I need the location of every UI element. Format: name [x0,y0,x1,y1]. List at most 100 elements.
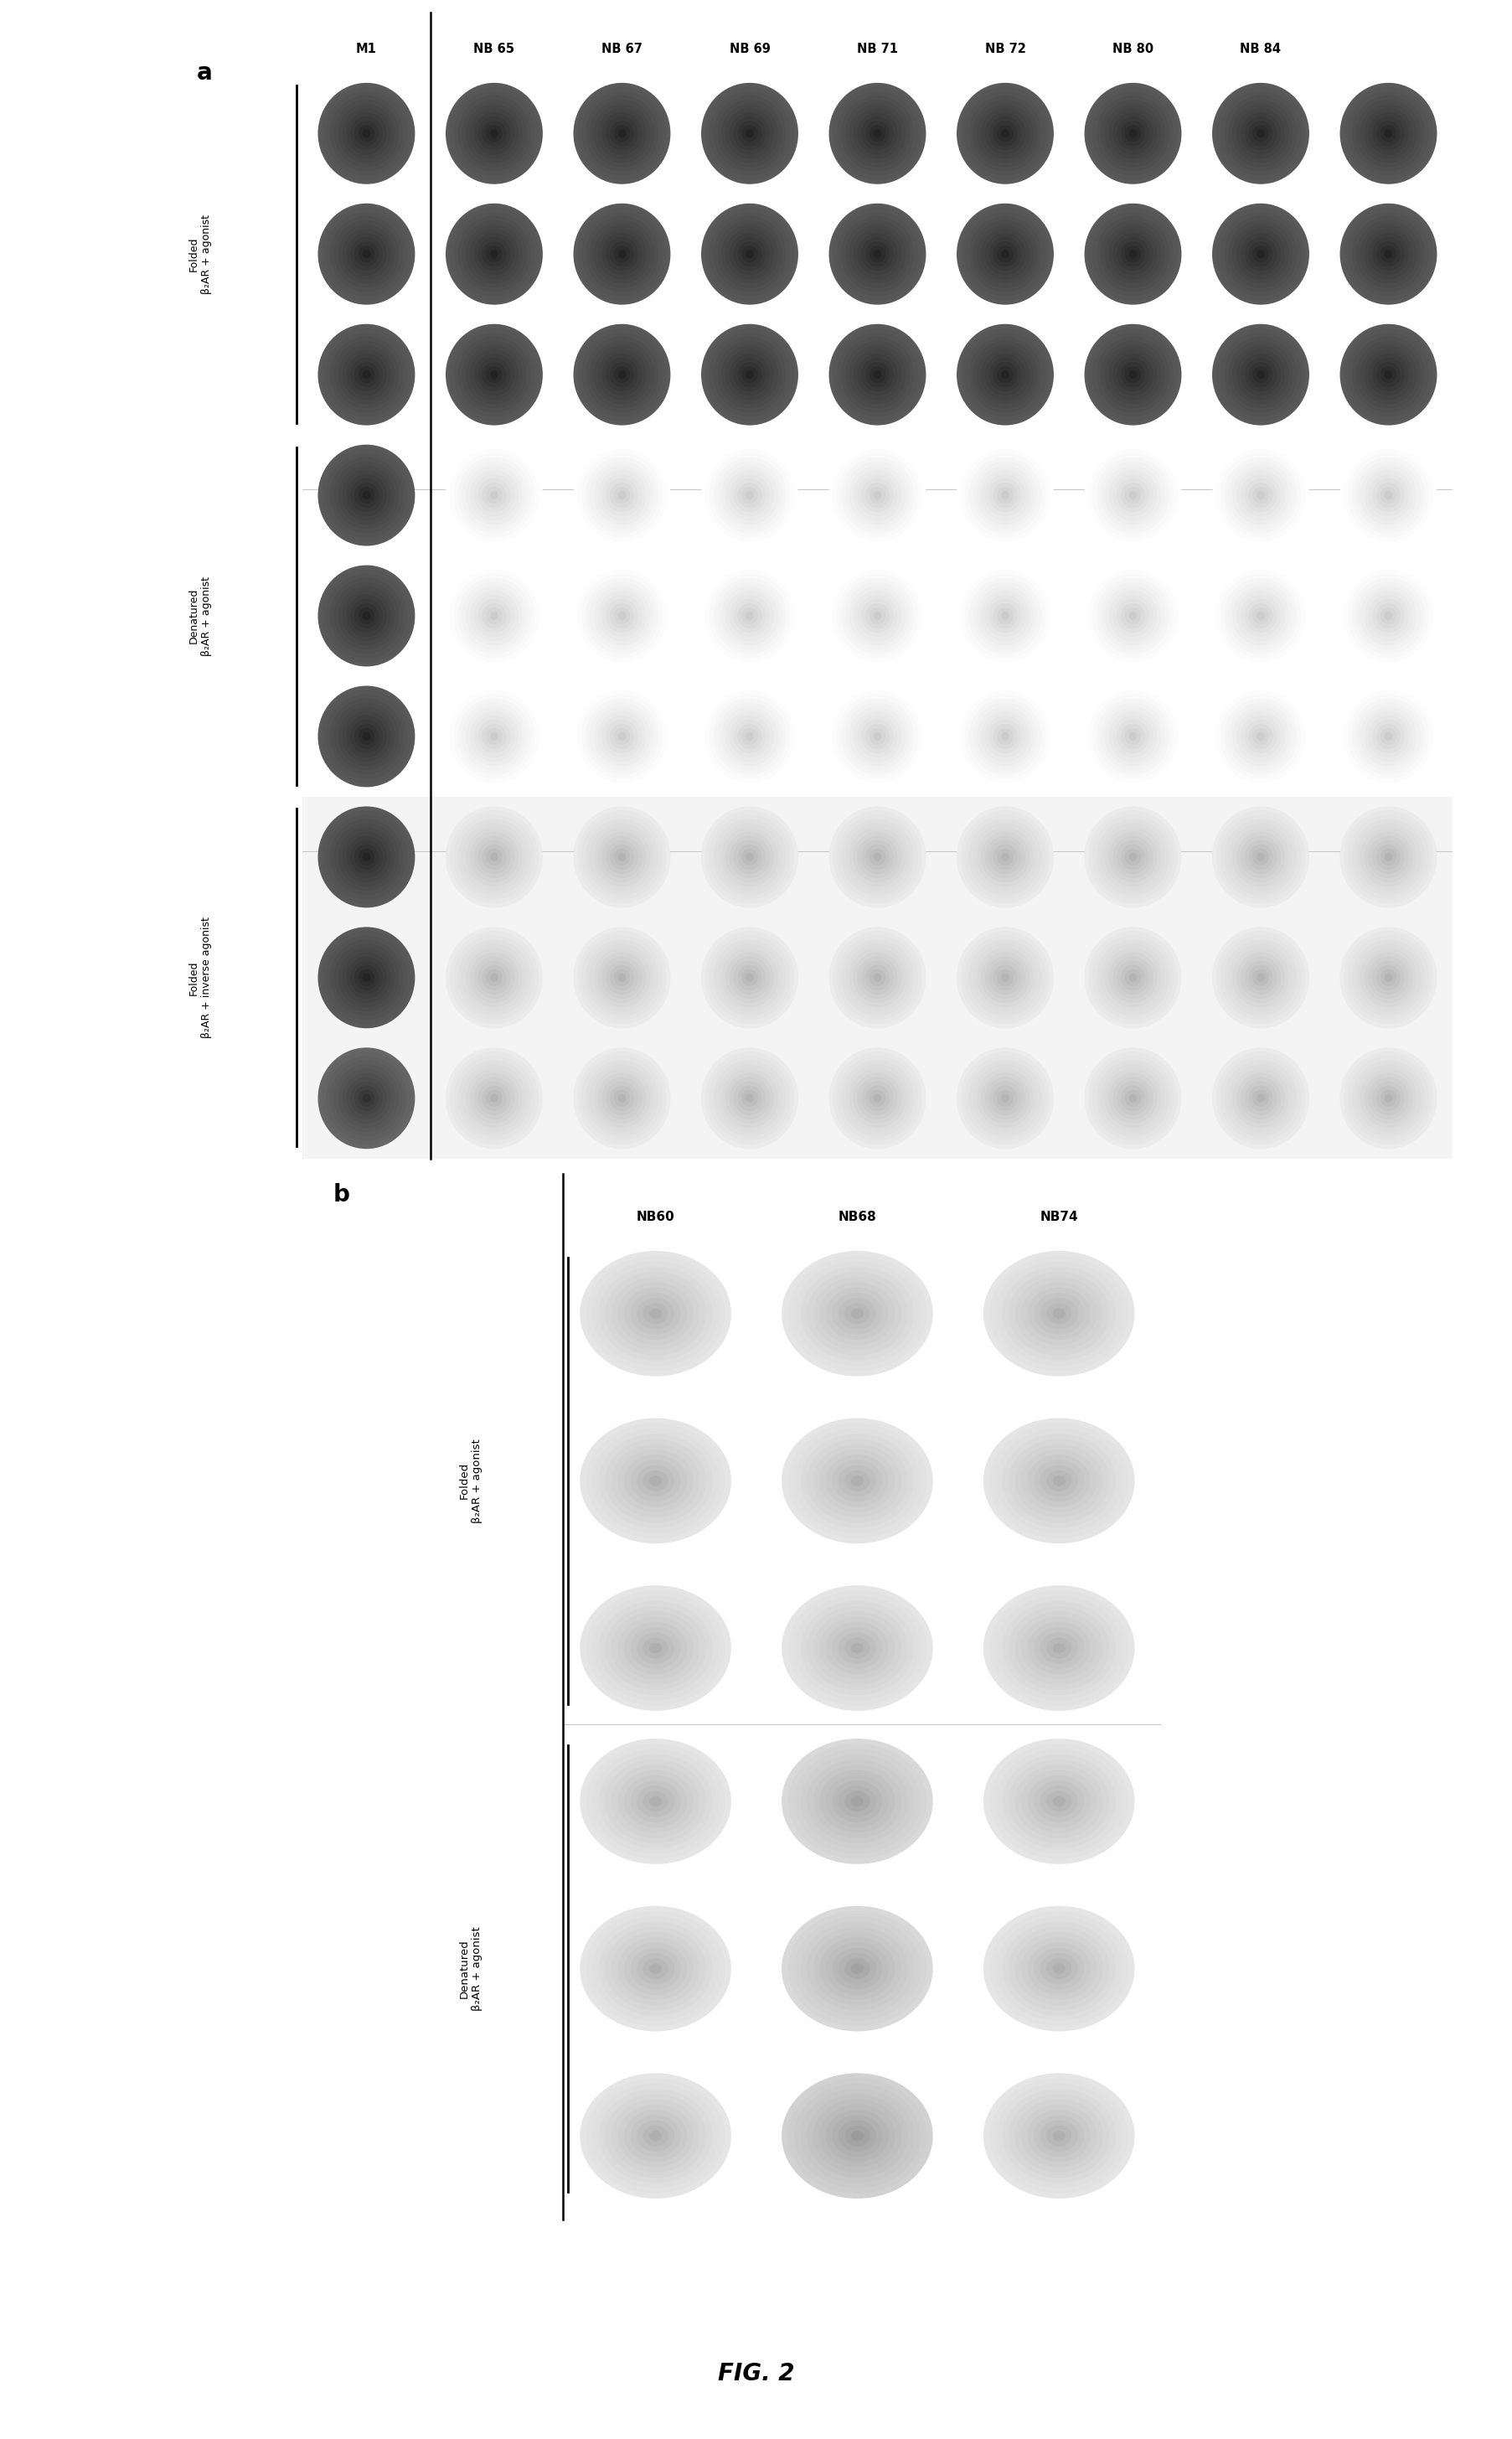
Ellipse shape [800,1922,913,2015]
Ellipse shape [617,2105,692,2168]
Ellipse shape [346,112,387,154]
Ellipse shape [782,1251,933,1376]
Ellipse shape [649,2132,662,2141]
Ellipse shape [965,332,1045,417]
Ellipse shape [1247,483,1272,507]
Ellipse shape [984,112,1025,154]
Ellipse shape [585,337,658,412]
Ellipse shape [741,246,758,263]
Ellipse shape [983,2073,1134,2198]
Ellipse shape [872,732,881,741]
Ellipse shape [581,815,662,900]
Ellipse shape [709,212,789,295]
Ellipse shape [458,456,531,534]
Ellipse shape [446,807,543,907]
Ellipse shape [482,724,507,749]
Ellipse shape [1244,237,1276,271]
Ellipse shape [972,702,1037,771]
Ellipse shape [980,107,1028,159]
Ellipse shape [965,937,1045,1020]
Ellipse shape [838,2119,875,2151]
Ellipse shape [745,1095,753,1102]
Ellipse shape [850,2132,863,2141]
Ellipse shape [832,2115,881,2156]
Ellipse shape [1223,95,1296,171]
Ellipse shape [466,827,522,888]
Ellipse shape [845,583,909,649]
Ellipse shape [590,944,655,1012]
Ellipse shape [1084,202,1181,305]
Ellipse shape [585,1424,724,1539]
Ellipse shape [354,724,378,749]
Ellipse shape [602,112,641,154]
Ellipse shape [593,1261,718,1366]
Ellipse shape [869,488,885,505]
Ellipse shape [782,1417,933,1544]
Ellipse shape [1108,590,1157,641]
Ellipse shape [1104,224,1161,283]
Ellipse shape [741,1090,758,1107]
Ellipse shape [1223,820,1296,895]
Ellipse shape [709,573,789,659]
Ellipse shape [1087,690,1176,783]
Ellipse shape [470,832,519,883]
Ellipse shape [605,359,638,393]
Ellipse shape [833,810,921,902]
Text: NB 65: NB 65 [473,41,514,56]
Ellipse shape [848,1068,906,1127]
Ellipse shape [705,1051,794,1144]
Ellipse shape [1128,732,1137,741]
Ellipse shape [1002,2088,1114,2183]
Ellipse shape [1120,122,1145,146]
Ellipse shape [1125,849,1140,866]
Ellipse shape [832,1780,881,1822]
Ellipse shape [992,122,1016,146]
Ellipse shape [1228,944,1293,1012]
Text: Folded
β₂AR + inverse agonist: Folded β₂AR + inverse agonist [189,917,212,1039]
Ellipse shape [1359,827,1415,888]
Ellipse shape [733,117,765,151]
Ellipse shape [1383,612,1391,620]
Ellipse shape [325,212,407,295]
Ellipse shape [1244,720,1276,754]
Ellipse shape [838,1466,875,1498]
Ellipse shape [485,124,502,141]
Ellipse shape [617,973,626,983]
Ellipse shape [813,1932,901,2005]
Ellipse shape [1052,1307,1064,1319]
Ellipse shape [599,2088,712,2183]
Ellipse shape [611,1444,699,1517]
Ellipse shape [605,1439,706,1522]
Ellipse shape [339,224,395,283]
Ellipse shape [1084,807,1181,907]
Ellipse shape [597,107,646,159]
Ellipse shape [738,241,762,266]
Ellipse shape [1232,585,1288,646]
Ellipse shape [590,100,655,168]
Ellipse shape [872,490,881,500]
Ellipse shape [980,832,1028,883]
Ellipse shape [726,712,774,761]
Ellipse shape [1240,112,1281,154]
Ellipse shape [1021,2105,1096,2168]
Ellipse shape [346,1078,387,1120]
Ellipse shape [1046,1959,1070,1978]
Ellipse shape [1128,490,1137,500]
Ellipse shape [1128,249,1137,259]
Ellipse shape [721,344,777,405]
Ellipse shape [1092,573,1173,659]
Ellipse shape [700,83,798,183]
Ellipse shape [788,1912,925,2027]
Ellipse shape [449,568,538,663]
Ellipse shape [599,1600,712,1695]
Ellipse shape [848,105,906,163]
Ellipse shape [1364,471,1412,520]
Ellipse shape [1359,949,1415,1007]
Ellipse shape [865,122,889,146]
Ellipse shape [478,478,510,512]
Ellipse shape [992,844,1016,871]
Ellipse shape [458,820,531,895]
Ellipse shape [466,707,522,766]
Ellipse shape [848,466,906,524]
Ellipse shape [485,727,502,744]
